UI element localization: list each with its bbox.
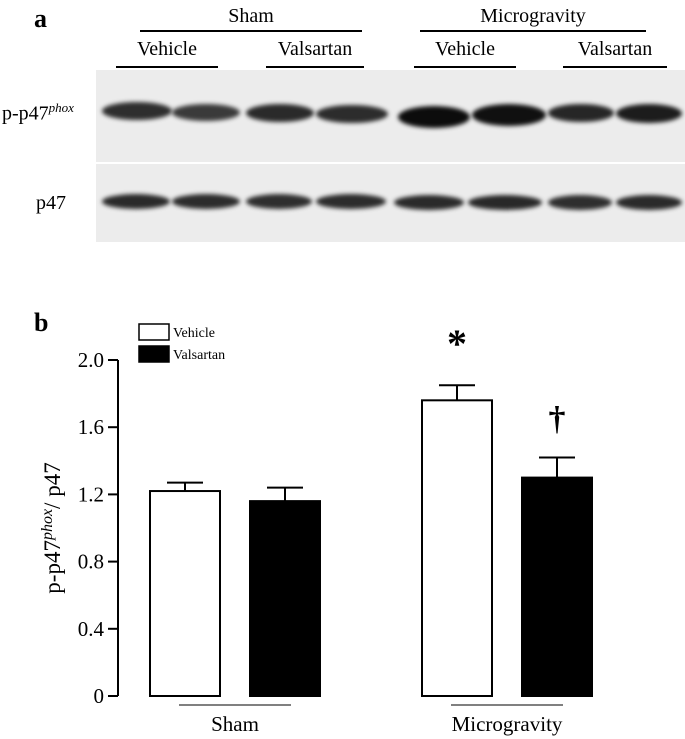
y-axis-title: p-p47phox/ p47 — [39, 462, 65, 593]
blot-band — [398, 106, 470, 128]
row-label-main: p-p47 — [2, 102, 49, 125]
lane-line-sham-valsartan — [266, 66, 364, 68]
row-label-p-p47phox: p-p47phox — [2, 100, 74, 126]
row-label-sup: phox — [48, 100, 74, 115]
significance-asterisk: * — [447, 321, 467, 366]
blot-band — [472, 104, 546, 126]
lane-line-micro-valsartan — [563, 66, 667, 68]
blot-band — [316, 105, 388, 123]
lane-label-sham-vehicle: Vehicle — [137, 38, 197, 60]
bar-valsartan-sham — [249, 500, 321, 697]
blot-strip-p-p47phox — [96, 70, 685, 162]
legend-label-vehicle: Vehicle — [173, 326, 215, 341]
blot-band — [102, 102, 172, 120]
legend-swatch-valsartan — [138, 345, 170, 363]
group-line-sham — [140, 30, 362, 32]
blot-strip-p47 — [96, 164, 685, 242]
blot-band — [102, 194, 170, 209]
legend-swatch-vehicle — [138, 323, 170, 341]
blot-band — [468, 195, 542, 210]
blot-band — [616, 195, 682, 210]
bar-vehicle-sham — [149, 490, 221, 698]
x-category-label: Microgravity — [452, 712, 563, 736]
legend-label-valsartan: Valsartan — [173, 348, 225, 363]
lane-label-micro-valsartan: Valsartan — [577, 38, 653, 60]
group-line-microgravity — [420, 30, 646, 32]
lane-label-sham-valsartan: Valsartan — [277, 38, 353, 60]
blot-band — [172, 194, 240, 209]
row-label-main: p47 — [36, 192, 66, 214]
blot-band — [172, 104, 240, 121]
y-tick-label: 1.2 — [78, 482, 104, 506]
lane-line-micro-vehicle — [414, 66, 516, 68]
y-tick-label: 0.4 — [78, 617, 105, 641]
y-tick-label: 0.8 — [78, 550, 104, 574]
group-label-sham: Sham — [228, 5, 274, 27]
panel-b-label: b — [34, 308, 49, 337]
blot-band — [394, 195, 464, 210]
y-axis-title-sup: phox — [39, 509, 56, 541]
y-tick-label: 2.0 — [78, 348, 104, 372]
blot-band — [548, 104, 614, 122]
significance-dagger: † — [549, 400, 566, 437]
blot-band — [616, 104, 682, 123]
bar-vehicle-microgravity — [421, 399, 493, 697]
blot-band — [246, 104, 314, 122]
lane-label-micro-vehicle: Vehicle — [435, 38, 495, 60]
y-tick-label: 1.6 — [78, 415, 104, 439]
group-label-microgravity: Microgravity — [480, 5, 586, 27]
y-axis-title-main: p-p47 — [40, 540, 65, 594]
panel-a-label: a — [34, 4, 47, 33]
blot-band — [316, 194, 386, 209]
blot-band — [548, 195, 612, 210]
row-label-p47: p47 — [36, 192, 66, 215]
y-tick-label: 0 — [94, 684, 105, 708]
lane-line-sham-vehicle — [116, 66, 218, 68]
x-category-label: Sham — [211, 712, 259, 736]
blot-band — [246, 194, 312, 209]
bar-valsartan-microgravity — [521, 476, 593, 697]
y-axis-title-suffix: / p47 — [40, 462, 65, 509]
